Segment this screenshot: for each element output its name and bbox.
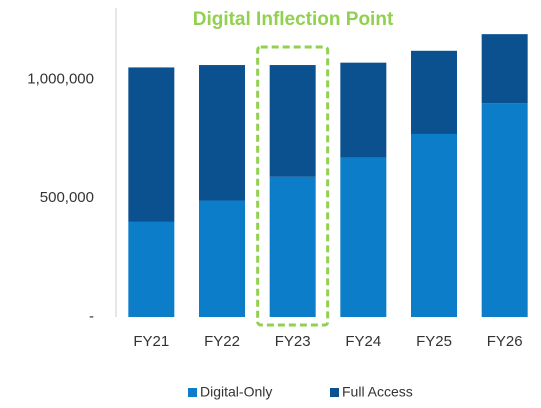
y-tick-label: 1,000,000 xyxy=(27,70,94,87)
x-tick-label: FY22 xyxy=(204,333,240,350)
bar-segment xyxy=(269,65,316,177)
y-tick-label: - xyxy=(89,308,94,325)
legend-text: Full Access xyxy=(342,384,413,400)
x-tick-label: FY26 xyxy=(487,333,523,350)
bar-segment xyxy=(340,62,387,158)
bar-segment xyxy=(128,67,175,222)
bar-segment xyxy=(199,65,245,201)
bar-segment xyxy=(269,176,316,317)
annotation-text: Digital Inflection Point xyxy=(193,9,394,30)
bar-segment xyxy=(199,200,245,317)
bar-segment xyxy=(128,221,175,317)
x-tick-label: FY24 xyxy=(345,333,381,350)
y-tick-label: 500,000 xyxy=(40,189,94,206)
bar-segment xyxy=(340,157,387,317)
bar-segment xyxy=(411,50,457,134)
bar-segment xyxy=(481,34,528,104)
bar-segment xyxy=(481,103,528,317)
x-tick-label: FY21 xyxy=(133,333,169,350)
x-tick-label: FY25 xyxy=(416,333,452,350)
highlight-box xyxy=(256,45,330,327)
bar-segment xyxy=(411,133,457,317)
legend-text: Digital-Only xyxy=(200,384,272,400)
legend-swatch xyxy=(188,388,197,397)
x-tick-label: FY23 xyxy=(275,333,311,350)
legend-swatch xyxy=(330,388,339,397)
